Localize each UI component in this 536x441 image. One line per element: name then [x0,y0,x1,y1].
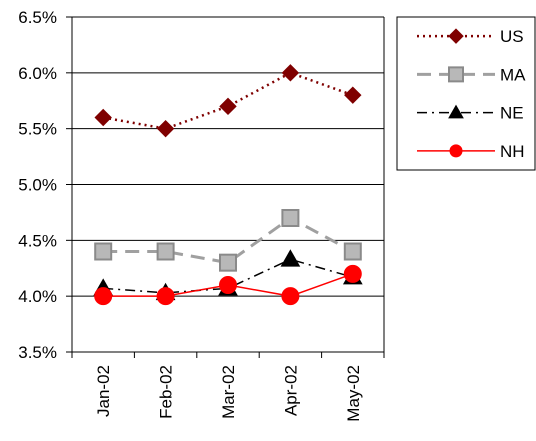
axes [66,16,385,358]
marker-circle [449,144,463,158]
marker-diamond [344,86,362,104]
y-tick-label: 6.5% [18,8,57,27]
marker-square [94,242,113,261]
legend-item-nh: NH [417,142,525,161]
legend-label: MA [500,65,526,84]
legend-item-ne: NE [417,104,524,123]
x-tick-label: Feb-02 [157,365,176,419]
x-tick-label: Jan-02 [94,365,113,417]
legend-box [396,16,536,171]
legend-item-us: US [417,27,524,46]
legend: US MA NE NH [396,16,536,171]
marker-circle [281,287,300,306]
marker-circle [156,287,175,306]
marker-triangle [280,249,301,267]
gridlines [72,16,384,353]
y-tick-label: 4.5% [18,231,57,250]
tick-labels: 3.5% 4.0% 4.5% 5.0% 5.5% 6.0% 6.5% Jan-02 Feb-02… [18,8,363,422]
marker-diamond [156,119,175,138]
y-tick-label: 6.0% [18,64,57,83]
x-tick-label: Mar-02 [219,365,238,419]
marker-diamond [94,108,112,127]
marker-square [156,242,175,261]
marker-circle [94,287,113,306]
marker-square [281,209,300,227]
marker-diamond [219,97,237,116]
x-tick-label: Apr-02 [281,365,300,416]
marker-square [343,242,362,261]
series-nh [94,264,362,306]
marker-diamond [281,64,300,82]
series-line [102,71,354,130]
marker-square [219,253,237,272]
series-us [94,64,362,138]
y-tick-label: 3.5% [18,343,57,362]
series [93,64,363,306]
y-tick-label: 5.0% [18,176,57,195]
legend-label: NE [500,104,524,123]
marker-triangle [448,104,464,119]
x-tick-label: May-02 [344,365,363,422]
legend-label: US [500,27,524,46]
marker-circle [219,276,237,294]
y-tick-label: 4.0% [18,287,57,306]
marker-square [448,66,464,83]
series-line [103,216,354,265]
series-ma [94,209,362,272]
marker-diamond [448,28,464,44]
marker-circle [343,264,362,283]
y-tick-label: 5.5% [18,120,57,139]
legend-label: NH [500,142,525,161]
legend-item-ma: MA [417,65,526,84]
